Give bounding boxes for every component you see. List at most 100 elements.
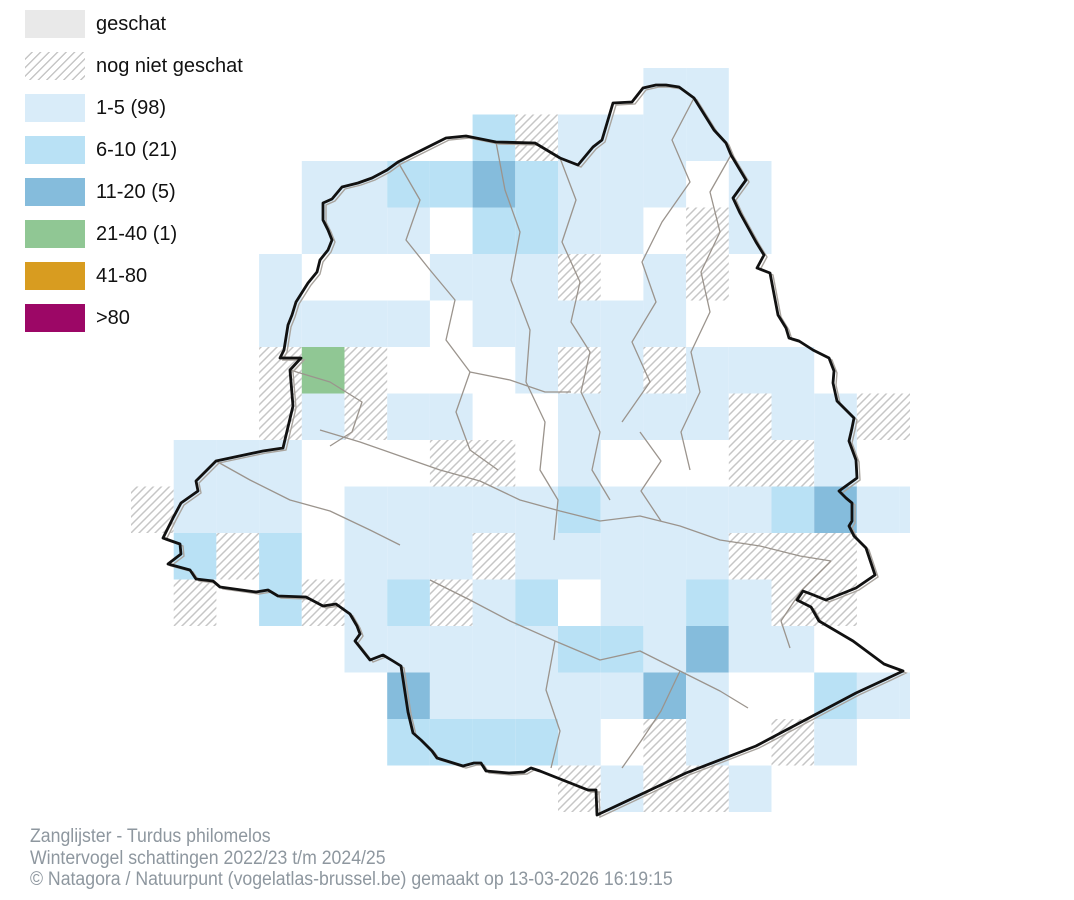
municipality-border-line <box>495 141 559 541</box>
legend-swatch <box>25 178 85 206</box>
legend-swatch <box>25 52 85 80</box>
legend-swatch <box>25 220 85 248</box>
grid-cell <box>558 533 601 580</box>
municipality-border-line <box>545 640 561 769</box>
grid-cell <box>686 254 729 301</box>
grid-cell <box>387 579 430 626</box>
grid-cell <box>771 486 815 533</box>
legend-item-geschat: geschat <box>25 10 243 38</box>
caption-species: Zanglijster - Turdus philomelos <box>30 826 271 847</box>
grid-cell <box>643 719 687 766</box>
grid-cell <box>344 347 388 394</box>
grid-cell <box>558 114 601 161</box>
grid-cell <box>344 207 388 254</box>
grid-cell <box>643 393 687 440</box>
grid-cell <box>472 300 516 347</box>
legend-swatch <box>25 10 85 38</box>
grid-cell <box>643 114 687 161</box>
grid-cell <box>558 347 601 394</box>
grid-cell <box>131 486 174 533</box>
grid-cell <box>387 533 430 580</box>
grid-cell <box>771 347 815 394</box>
grid-cell <box>515 254 558 301</box>
grid-cell <box>600 765 644 812</box>
grid-cell <box>728 486 772 533</box>
legend-item-nng: nog niet geschat <box>25 52 243 80</box>
grid-cell <box>344 579 388 626</box>
grid-cell <box>344 486 388 533</box>
grid-cell <box>558 626 601 673</box>
grid-cell <box>686 393 729 440</box>
grid-cell <box>600 626 644 673</box>
grid-cell <box>344 300 388 347</box>
legend-label: 6-10 (21) <box>96 138 178 161</box>
legend-label: 11-20 (5) <box>96 180 176 203</box>
municipality-border-line <box>621 97 695 423</box>
grid-cell <box>558 719 601 766</box>
legend-item-6-10: 6-10 (21) <box>25 136 243 164</box>
grid-cell <box>259 486 302 533</box>
grid-cell <box>558 300 601 347</box>
municipality-border-line <box>319 429 832 562</box>
grid-cell <box>259 254 302 301</box>
grid-cell <box>515 719 558 766</box>
grid-cell <box>771 440 815 487</box>
legend-label: 41-80 <box>96 264 148 287</box>
grid-cell <box>686 347 729 394</box>
municipality-border-line <box>559 157 611 501</box>
legend-item-21-40: 21-40 (1) <box>25 220 243 248</box>
grid-cell <box>259 579 302 626</box>
legend-item-41-80: 41-80 <box>25 262 243 290</box>
grid-cell <box>515 207 558 254</box>
grid-cell <box>515 533 558 580</box>
grid-cell <box>259 393 302 440</box>
grid-cell <box>173 579 217 626</box>
grid-cell <box>387 486 430 533</box>
grid-cells-layer <box>131 68 910 812</box>
municipality-border-line <box>780 560 832 649</box>
grid-cell <box>429 254 473 301</box>
grid-cell <box>558 161 601 208</box>
grid-cell <box>686 486 729 533</box>
legend-label: 1-5 (98) <box>96 96 167 119</box>
municipality-border-line <box>289 369 363 447</box>
municipality-borders <box>215 97 832 769</box>
grid-cell <box>856 486 900 533</box>
legend-label: nog niet geschat <box>96 54 243 77</box>
grid-cell <box>728 440 772 487</box>
grid-cell <box>899 393 910 440</box>
grid-cell <box>643 161 687 208</box>
grid-cell <box>515 672 558 719</box>
grid-cell <box>558 672 601 719</box>
grid-cell <box>728 579 772 626</box>
grid-cell <box>899 672 910 719</box>
region-boundary <box>161 83 908 819</box>
grid-cell <box>429 533 473 580</box>
grid-cell <box>429 626 473 673</box>
grid-cell <box>387 161 430 208</box>
grid-cell <box>600 347 644 394</box>
grid-cell <box>472 579 516 626</box>
grid-cell <box>600 486 644 533</box>
legend-swatch <box>25 94 85 122</box>
municipality-border-line <box>397 161 499 471</box>
grid-cell <box>728 765 772 812</box>
municipality-border-line <box>639 431 662 522</box>
grid-cell <box>558 486 601 533</box>
legend-swatch <box>25 262 85 290</box>
grid-cell <box>856 393 900 440</box>
grid-cell <box>301 393 345 440</box>
grid-cell <box>429 486 473 533</box>
grid-cell <box>472 672 516 719</box>
grid-cell <box>301 579 345 626</box>
grid-cell <box>771 533 815 580</box>
grid-cell <box>387 300 430 347</box>
grid-cell <box>515 486 558 533</box>
grid-cell <box>429 579 473 626</box>
grid-cell <box>856 672 900 719</box>
grid-cell <box>814 533 857 580</box>
grid-cell <box>686 672 729 719</box>
legend-item-1-5: 1-5 (98) <box>25 94 243 122</box>
grid-cell <box>643 533 687 580</box>
